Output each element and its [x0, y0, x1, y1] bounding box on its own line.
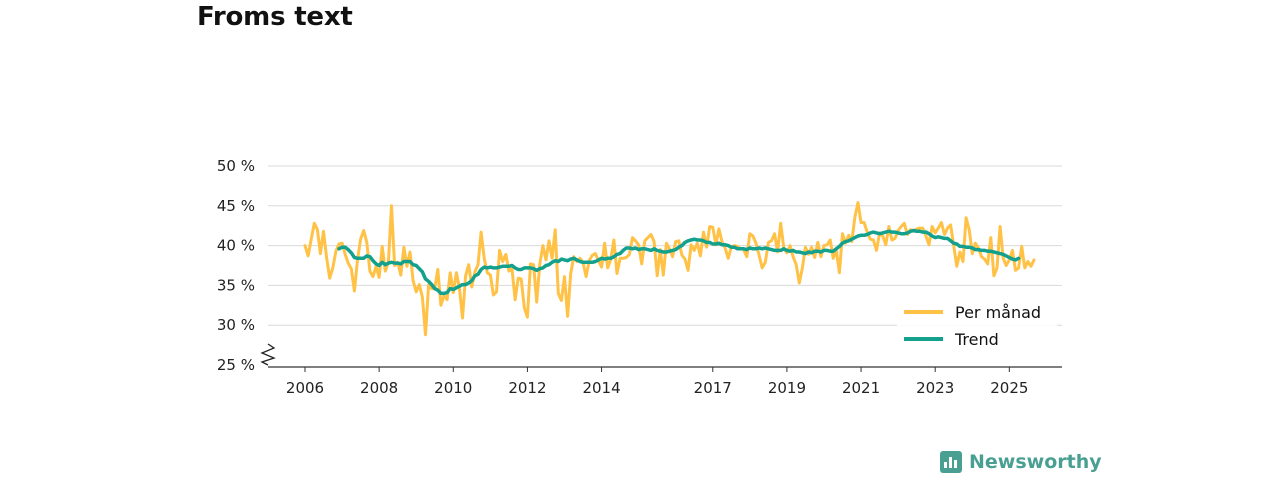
- y-tick-label: 40 %: [217, 237, 255, 255]
- brand-logo: Newsworthy: [940, 451, 1102, 473]
- x-tick-label: 2006: [286, 379, 324, 397]
- series-lines: [303, 201, 1036, 337]
- y-tick-label: 30 %: [217, 316, 255, 334]
- bar-chart-icon: [940, 451, 962, 473]
- y-tick-label: 50 %: [217, 157, 255, 175]
- y-tick-label: 45 %: [217, 197, 255, 215]
- legend-label: Per månad: [955, 303, 1041, 322]
- x-tick-label: 2012: [508, 379, 546, 397]
- x-tick-label: 2014: [582, 379, 620, 397]
- series-line-trend: [337, 228, 1021, 296]
- legend: Per månad Trend: [897, 298, 1057, 358]
- axis-break-mark: [260, 343, 276, 366]
- x-tick-label: 2008: [360, 379, 398, 397]
- legend-background: [897, 298, 1057, 358]
- x-tick-label: 2025: [990, 379, 1028, 397]
- brand-name: Newsworthy: [969, 451, 1102, 473]
- chart-title: Froms text: [197, 2, 353, 32]
- x-tick-label: 2023: [916, 379, 954, 397]
- x-axis: 2006 2008 2010 2012 2014 2017 2019 2021 2023 2025: [260, 343, 1062, 397]
- legend-label: Trend: [954, 330, 999, 349]
- x-tick-label: 2019: [768, 379, 806, 397]
- y-tick-label: 25 %: [217, 356, 255, 374]
- y-axis-ticks: 25 % 30 % 35 % 40 % 45 % 50 %: [217, 157, 255, 374]
- x-tick-label: 2017: [694, 379, 732, 397]
- y-tick-label: 35 %: [217, 276, 255, 294]
- x-tick-label: 2021: [842, 379, 880, 397]
- x-tick-label: 2010: [434, 379, 472, 397]
